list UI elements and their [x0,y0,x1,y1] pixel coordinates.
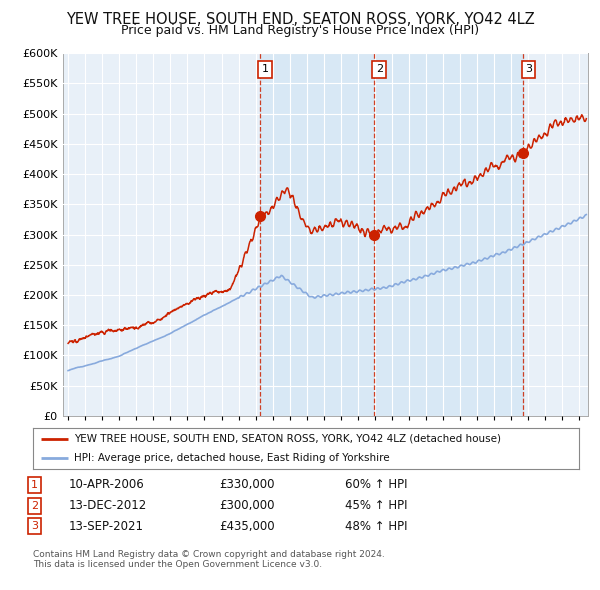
Text: 2004: 2004 [225,431,235,455]
Text: £300,000: £300,000 [219,499,275,512]
Text: 2015: 2015 [413,431,422,455]
Text: 60% ↑ HPI: 60% ↑ HPI [345,478,407,491]
Text: 1996: 1996 [89,431,98,455]
Text: 1998: 1998 [123,431,133,455]
Text: 2016: 2016 [430,431,440,455]
Text: 2017: 2017 [446,431,457,455]
Text: 2019: 2019 [481,431,491,455]
Text: 2007: 2007 [276,431,286,455]
Text: 3: 3 [525,64,532,74]
Text: 1: 1 [31,480,38,490]
Text: 2018: 2018 [464,431,473,455]
Text: 2: 2 [376,64,383,74]
Text: Contains HM Land Registry data © Crown copyright and database right 2024.
This d: Contains HM Land Registry data © Crown c… [33,550,385,569]
Text: 2003: 2003 [208,431,218,455]
Text: 2001: 2001 [174,431,184,455]
Text: Price paid vs. HM Land Registry's House Price Index (HPI): Price paid vs. HM Land Registry's House … [121,24,479,37]
Text: 2024: 2024 [566,431,576,455]
Text: £435,000: £435,000 [219,520,275,533]
Text: 1999: 1999 [140,431,150,455]
Text: 2009: 2009 [310,431,320,455]
Text: 2006: 2006 [259,431,269,455]
Text: 2022: 2022 [532,431,542,455]
Text: 3: 3 [31,522,38,531]
Text: 13-SEP-2021: 13-SEP-2021 [69,520,144,533]
Text: £330,000: £330,000 [219,478,275,491]
Text: 2012: 2012 [361,431,371,455]
Text: 2023: 2023 [549,431,559,455]
Text: 2014: 2014 [395,431,406,455]
Text: 1: 1 [262,64,269,74]
Text: 2: 2 [31,501,38,510]
Text: 2021: 2021 [515,431,525,455]
Text: 10-APR-2006: 10-APR-2006 [69,478,145,491]
Text: 2013: 2013 [379,431,388,455]
Text: 1995: 1995 [71,431,82,455]
Text: 2011: 2011 [344,431,355,455]
Text: 45% ↑ HPI: 45% ↑ HPI [345,499,407,512]
Text: 48% ↑ HPI: 48% ↑ HPI [345,520,407,533]
Text: 1997: 1997 [106,431,116,455]
Text: HPI: Average price, detached house, East Riding of Yorkshire: HPI: Average price, detached house, East… [74,453,389,463]
Bar [260,53,523,416]
Text: 2002: 2002 [191,431,201,455]
Text: 2020: 2020 [498,431,508,455]
Text: 2000: 2000 [157,431,167,455]
Text: YEW TREE HOUSE, SOUTH END, SEATON ROSS, YORK, YO42 4LZ (detached house): YEW TREE HOUSE, SOUTH END, SEATON ROSS, … [74,434,501,444]
Text: 2008: 2008 [293,431,303,455]
Text: 2005: 2005 [242,431,252,455]
Text: YEW TREE HOUSE, SOUTH END, SEATON ROSS, YORK, YO42 4LZ: YEW TREE HOUSE, SOUTH END, SEATON ROSS, … [65,12,535,27]
Text: 2010: 2010 [328,431,337,455]
Text: 13-DEC-2012: 13-DEC-2012 [69,499,147,512]
